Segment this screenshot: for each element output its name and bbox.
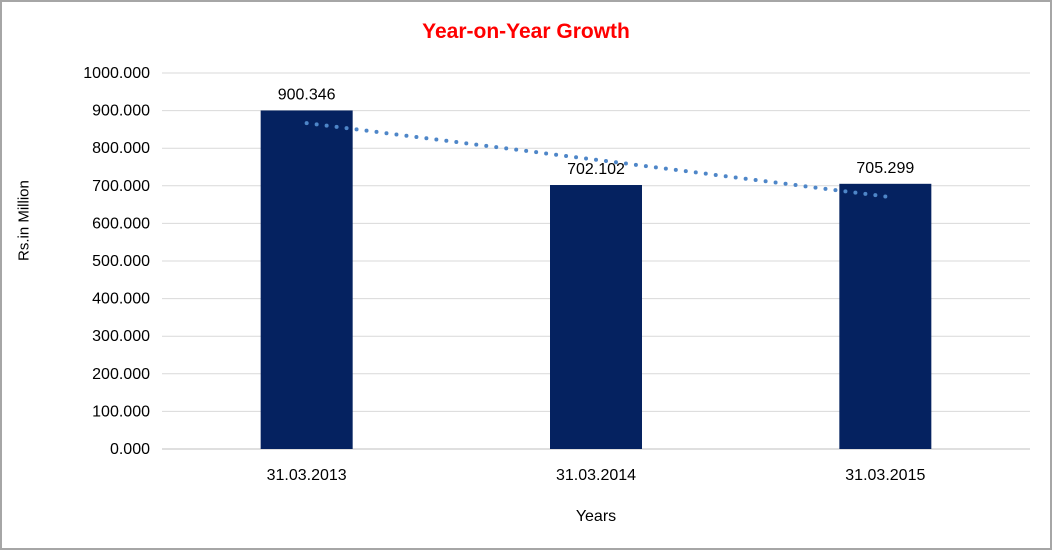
trendline-dot [464,141,469,146]
bar-data-label: 900.346 [278,86,336,103]
bar-data-label: 705.299 [856,160,914,177]
trendline-dot [574,155,579,160]
y-tick-label: 400.000 [92,291,150,308]
trendline-dot [863,191,868,196]
trendline-dot [384,131,389,136]
x-tick-label: 31.03.2014 [556,467,636,484]
y-tick-label: 1000.000 [83,65,150,82]
trendline-dot [474,142,479,147]
trendline-dot [773,180,778,185]
trendline-dot [833,188,838,193]
trendline-dot [584,156,589,161]
trendline-dot [613,160,618,165]
trendline-dot [763,179,768,184]
trendline-dot [494,145,499,150]
chart-title: Year-on-Year Growth [422,20,630,43]
trendline-dot [534,150,539,155]
y-tick-label: 300.000 [92,328,150,345]
trendline-dot [354,127,359,132]
bar-31.03.2015 [839,183,932,450]
trendline-dot [783,181,788,186]
bar-31.03.2014 [550,185,642,449]
trendline-dot [693,170,698,175]
trendline [304,121,888,199]
bar-31.03.2013 [260,110,353,449]
y-tick-label: 500.000 [92,253,150,270]
trendline-dot [733,175,738,180]
trendline-dot [813,185,818,190]
x-axis-title: Years [575,508,617,525]
trendline-dot [434,137,439,142]
trendline-dot [524,148,529,153]
trendline-dot [374,129,379,134]
trendline-dot [683,169,688,174]
trendline-dot [703,171,708,176]
trendline-dot [803,184,808,189]
y-tick-label: 800.000 [92,140,150,157]
trendline-dot [723,174,728,179]
trendline-dot [414,134,419,139]
trendline-dot [554,152,559,157]
trendline-dot [314,122,319,127]
trendline-dot [444,138,449,143]
y-tick-label: 900.000 [92,103,150,120]
trendline-dot [484,143,489,148]
trendline-dot [424,136,429,141]
trendline-dot [643,164,648,169]
trendline-dot [394,132,399,137]
trendline-dot [883,194,888,199]
trendline-dot [633,162,638,167]
trendline-dot [544,151,549,156]
trendline-dot [853,190,858,195]
trendline-dot [753,177,758,182]
trendline-dot [564,153,569,158]
trendline-dot [404,133,409,138]
trendline-dot [334,124,339,129]
bar-data-label: 702.102 [567,161,625,178]
trendline-dot [504,146,509,151]
trendline-dot [823,186,828,191]
y-tick-label: 200.000 [92,366,150,383]
trendline-dot [623,161,628,166]
trendline-dot [454,140,459,145]
trendline-dot [324,123,329,128]
x-tick-label: 31.03.2013 [267,467,347,484]
y-tick-label: 600.000 [92,215,150,232]
trendline-dot [344,126,349,131]
trendline-dot [793,183,798,188]
x-tick-label: 31.03.2015 [845,467,925,484]
trendline-dot [603,159,608,164]
trendline-dot [673,167,678,172]
trendline-dot [364,128,369,133]
y-tick-label: 700.000 [92,178,150,195]
trendline-dot [304,121,309,126]
trendline-dot [843,189,848,194]
trendline-dot [743,176,748,181]
trendline-dot [663,166,668,171]
y-tick-label: 0.000 [110,441,150,458]
trendline-dot [594,157,598,162]
trendline-dot [514,147,519,152]
trendline-dot [713,172,718,177]
trendline-dot [873,193,878,198]
trendline-dot [653,165,658,170]
y-tick-label: 100.000 [92,403,150,420]
